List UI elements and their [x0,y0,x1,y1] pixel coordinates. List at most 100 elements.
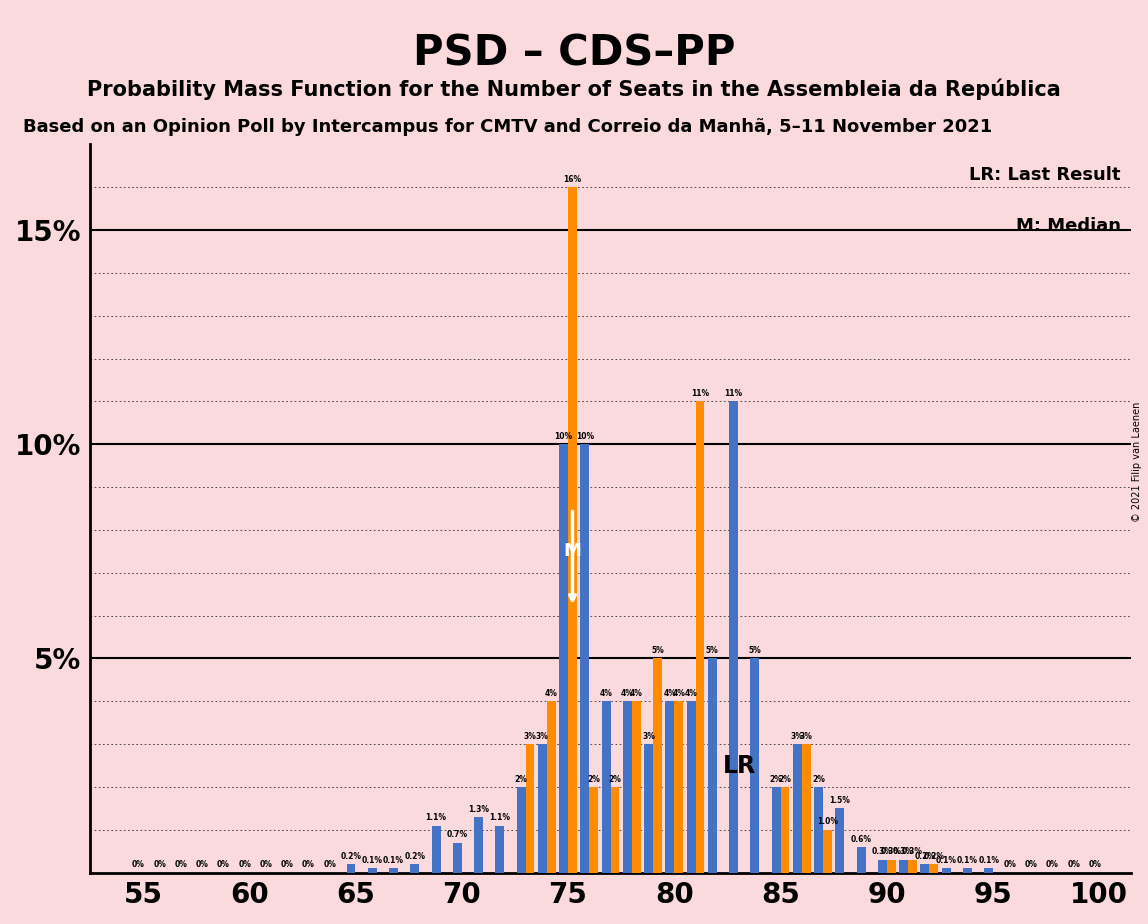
Text: 0.2%: 0.2% [341,852,362,860]
Text: 2%: 2% [588,774,600,784]
Bar [941,869,951,872]
Text: Probability Mass Function for the Number of Seats in the Assembleia da República: Probability Mass Function for the Number… [87,79,1061,100]
Text: 0.1%: 0.1% [957,856,978,865]
Text: 3%: 3% [791,732,804,741]
Bar [611,787,620,872]
Text: 3%: 3% [536,732,549,741]
Bar [963,869,972,872]
Text: 0.3%: 0.3% [893,847,914,857]
Text: 0%: 0% [1088,860,1101,869]
Text: 5%: 5% [748,646,761,655]
Text: 1.3%: 1.3% [468,805,489,813]
Bar [984,869,993,872]
Text: 0%: 0% [1003,860,1016,869]
Bar [452,843,461,872]
Bar [708,659,716,872]
Bar [410,864,419,872]
Text: 4%: 4% [673,689,685,698]
Text: 0.7%: 0.7% [447,831,468,839]
Bar [653,659,662,872]
Text: 0%: 0% [154,860,166,869]
Bar [751,659,759,872]
Bar [899,860,908,872]
Text: 2%: 2% [608,774,621,784]
Bar [517,787,526,872]
Text: 0.3%: 0.3% [871,847,893,857]
Text: 0.3%: 0.3% [881,847,902,857]
Bar [644,744,653,872]
Text: PSD – CDS–PP: PSD – CDS–PP [413,32,735,74]
Text: 4%: 4% [630,689,643,698]
Bar [623,701,631,872]
Text: 0.2%: 0.2% [923,852,945,860]
Text: 0.3%: 0.3% [902,847,923,857]
Text: 0%: 0% [302,860,315,869]
Bar [836,808,844,872]
Text: 1.1%: 1.1% [426,813,447,822]
Bar [823,830,832,872]
Text: 11%: 11% [691,389,709,398]
Text: 5%: 5% [706,646,719,655]
Text: 1.1%: 1.1% [489,813,511,822]
Bar [921,864,930,872]
Bar [930,864,938,872]
Bar [886,860,895,872]
Text: 2%: 2% [778,774,791,784]
Text: 11%: 11% [724,389,743,398]
Text: 0%: 0% [1046,860,1058,869]
Text: 4%: 4% [621,689,634,698]
Text: 0.1%: 0.1% [383,856,404,865]
Bar [781,787,790,872]
Text: 0%: 0% [1025,860,1038,869]
Text: 0%: 0% [196,860,209,869]
Text: 1.5%: 1.5% [829,796,851,805]
Bar [793,744,801,872]
Bar [908,860,917,872]
Bar [666,701,674,872]
Text: 4%: 4% [664,689,676,698]
Bar [631,701,641,872]
Bar [729,401,738,872]
Text: 3%: 3% [523,732,536,741]
Bar [801,744,810,872]
Bar [474,817,483,872]
Text: M: Median: M: Median [1016,217,1120,236]
Text: 0%: 0% [239,860,251,869]
Text: 4%: 4% [684,689,698,698]
Text: © 2021 Filip van Laenen: © 2021 Filip van Laenen [1132,402,1142,522]
Text: 0%: 0% [1068,860,1080,869]
Text: 5%: 5% [651,646,664,655]
Bar [687,701,696,872]
Text: M: M [564,542,581,560]
Text: Based on an Opinion Poll by Intercampus for CMTV and Correio da Manhã, 5–11 Nove: Based on an Opinion Poll by Intercampus … [23,118,992,136]
Bar [674,701,683,872]
Text: 0.1%: 0.1% [936,856,956,865]
Text: LR: LR [723,754,757,778]
Text: 3%: 3% [800,732,813,741]
Text: 0.1%: 0.1% [978,856,999,865]
Text: 2%: 2% [514,774,527,784]
Text: LR: Last Result: LR: Last Result [969,165,1120,184]
Text: 4%: 4% [545,689,558,698]
Text: 0%: 0% [132,860,145,869]
Text: 2%: 2% [769,774,783,784]
Bar [696,401,705,872]
Text: 4%: 4% [599,689,613,698]
Text: 0.1%: 0.1% [362,856,382,865]
Bar [389,869,398,872]
Bar [568,188,577,872]
Text: 0%: 0% [281,860,294,869]
Bar [495,825,504,872]
Bar [771,787,781,872]
Bar [602,701,611,872]
Bar [814,787,823,872]
Bar [347,864,356,872]
Text: 3%: 3% [642,732,656,741]
Text: 16%: 16% [564,175,582,184]
Text: 10%: 10% [576,432,594,441]
Bar [559,444,568,872]
Text: 0.6%: 0.6% [851,834,871,844]
Bar [581,444,589,872]
Text: 0%: 0% [174,860,187,869]
Text: 0%: 0% [324,860,336,869]
